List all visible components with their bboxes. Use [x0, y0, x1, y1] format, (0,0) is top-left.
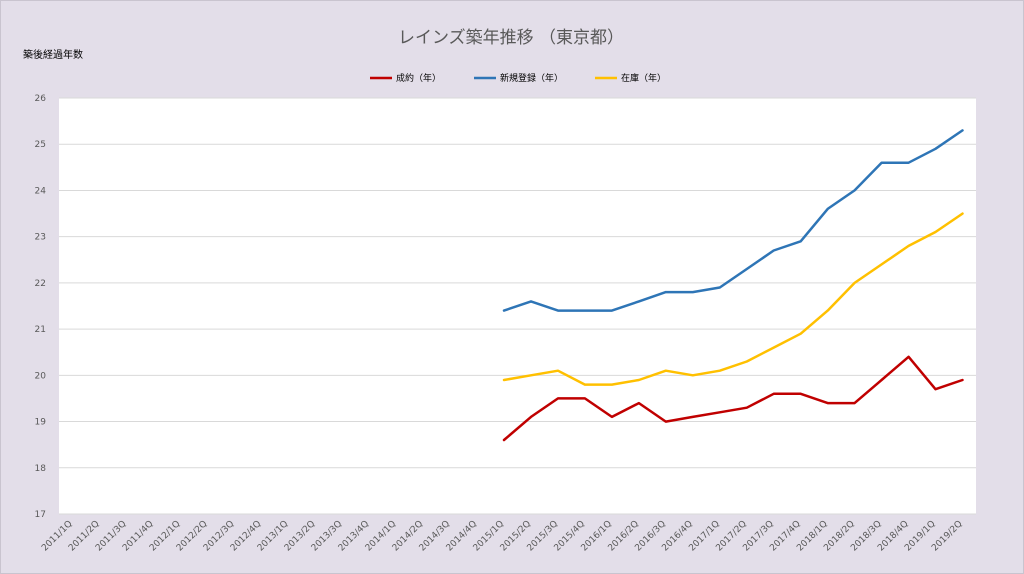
legend: 成約（年） 新規登録（年） 在庫（年） [370, 72, 666, 84]
series-group [502, 129, 964, 442]
series-line-2 [502, 212, 964, 386]
series-line-0 [502, 355, 964, 442]
y-tick-label: 24 [35, 186, 47, 196]
y-axis-label: 築後経過年数 [23, 48, 83, 61]
chart-title: レインズ築年推移 （東京都） [398, 28, 624, 48]
y-tick-label: 21 [35, 325, 46, 335]
y-tick-label: 18 [35, 464, 47, 474]
y-tick-label: 22 [35, 279, 46, 289]
y-tick-label: 23 [35, 233, 46, 243]
gridlines [59, 97, 976, 515]
y-tick-label: 19 [35, 418, 47, 428]
x-axis-ticks: 2011/1Q2011/2Q2011/3Q2011/4Q2012/1Q2012/… [40, 519, 965, 553]
legend-label-2: 在庫（年） [621, 72, 666, 84]
legend-label-0: 成約（年） [396, 72, 441, 84]
y-tick-label: 26 [35, 94, 47, 104]
y-tick-label: 25 [35, 140, 46, 150]
y-tick-label: 17 [35, 510, 46, 520]
legend-label-1: 新規登録（年） [500, 72, 563, 84]
series-line-1 [502, 129, 964, 312]
y-tick-label: 20 [35, 371, 47, 381]
y-axis-ticks: 17 18 19 20 21 22 23 24 25 26 [35, 94, 47, 520]
